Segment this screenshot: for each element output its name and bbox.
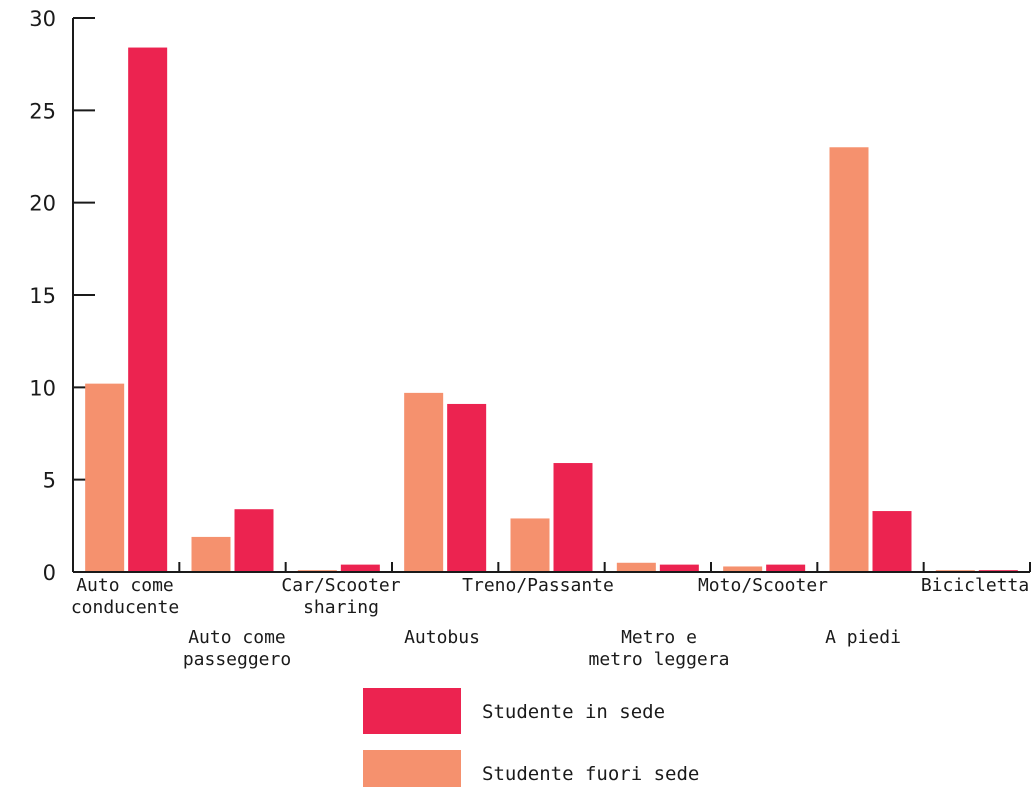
y-tick-label: 0 (43, 561, 56, 585)
bar-in-sede (659, 564, 699, 572)
bar-fuori-sede (85, 383, 125, 572)
y-tick-label: 25 (29, 99, 56, 123)
bar-in-sede (447, 403, 487, 572)
bar-in-sede (340, 564, 380, 572)
y-axis: 0 5 10 15 20 25 30 (29, 7, 95, 585)
bar-in-sede (128, 47, 168, 572)
legend-label: Studente fuori sede (482, 763, 699, 785)
x-category-label: Car/Scooter sharing (281, 575, 400, 618)
x-category-label: Metro e metro leggera (589, 627, 730, 670)
bar-fuori-sede (723, 566, 763, 572)
bar-in-sede (234, 509, 274, 572)
x-category-label: Bicicletta (921, 575, 1029, 596)
bar-fuori-sede (404, 392, 444, 572)
bar-in-sede (872, 511, 912, 572)
y-tick-label: 30 (29, 7, 56, 31)
x-category-label: Moto/Scooter (698, 575, 828, 596)
y-tick-label: 20 (29, 192, 56, 216)
bar-in-sede (766, 564, 806, 572)
y-tick-label: 10 (29, 376, 56, 400)
bar-fuori-sede (829, 147, 869, 572)
bar-fuori-sede (510, 518, 550, 572)
legend-swatch (363, 688, 461, 734)
bars (85, 47, 1018, 572)
legend: Studente in sede Studente fuori sede (363, 688, 699, 787)
x-category-label: A piedi (825, 627, 901, 648)
x-category-label: Auto come passeggero (183, 627, 291, 670)
bar-fuori-sede (191, 536, 231, 572)
x-category-label: Treno/Passante (462, 575, 614, 596)
legend-label: Studente in sede (482, 701, 665, 723)
y-tick-label: 15 (29, 284, 56, 308)
x-category-label: Auto come conducente (71, 575, 179, 618)
bar-fuori-sede (616, 562, 656, 572)
y-tick-label: 5 (43, 469, 56, 493)
bar-in-sede (553, 463, 593, 572)
legend-swatch (363, 750, 461, 787)
x-category-label: Autobus (404, 627, 480, 648)
